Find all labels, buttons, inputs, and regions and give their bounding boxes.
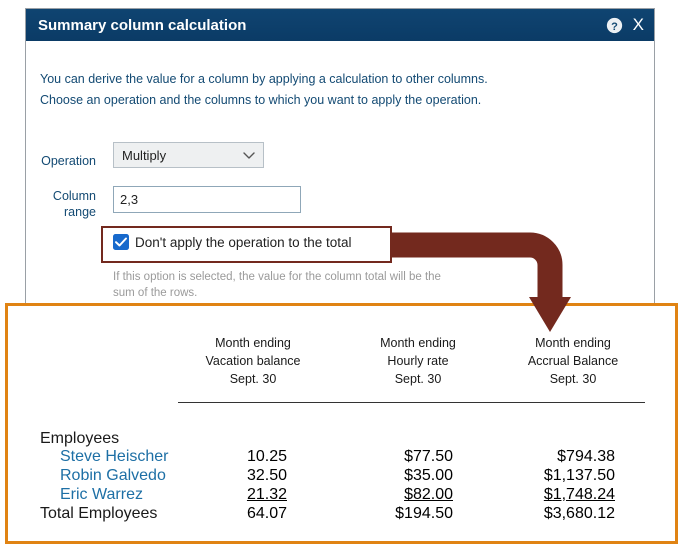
svg-text:?: ? (611, 20, 618, 32)
